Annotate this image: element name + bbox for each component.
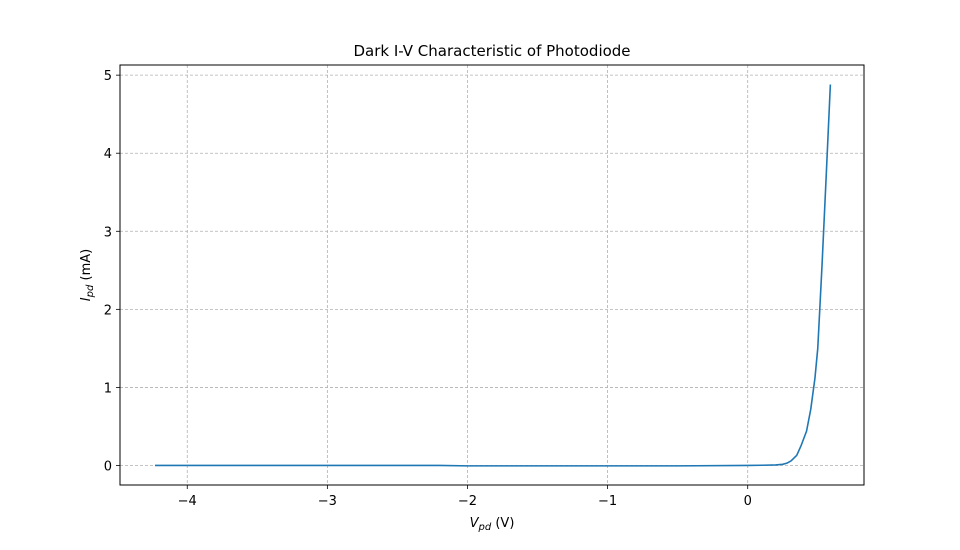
y-tick-label: 5 bbox=[104, 69, 112, 84]
y-axis-title-unit: (mA) bbox=[79, 249, 94, 285]
x-tick-label: −1 bbox=[598, 494, 617, 509]
x-tick-label: 0 bbox=[744, 494, 752, 509]
plot-frame bbox=[119, 64, 865, 486]
y-axis-title-subscript: pd bbox=[85, 284, 96, 298]
tick-layer: −4 −3 −2 −1 0 0 1 2 3 4 5 bbox=[104, 69, 752, 509]
y-tick-label: 2 bbox=[104, 303, 112, 318]
y-tick-label: 1 bbox=[104, 381, 112, 396]
y-axis-title-symbol: I bbox=[79, 297, 94, 301]
x-axis-title-symbol: V bbox=[470, 516, 480, 531]
x-axis-title: Vpd (V) bbox=[470, 516, 515, 533]
x-tick-label: −4 bbox=[178, 494, 197, 509]
y-tick-label: 0 bbox=[104, 459, 112, 474]
grid-layer bbox=[120, 65, 864, 485]
series-line bbox=[155, 84, 832, 467]
chart-title: Dark I-V Characteristic of Photodiode bbox=[353, 42, 630, 60]
x-tick-label: −2 bbox=[458, 494, 477, 509]
series-layer bbox=[155, 84, 832, 467]
y-axis-title: Ipd (mA) bbox=[79, 249, 96, 301]
x-axis-title-unit: (V) bbox=[491, 516, 514, 531]
x-tick-label: −3 bbox=[318, 494, 337, 509]
x-axis-title-subscript: pd bbox=[478, 522, 492, 533]
y-tick-label: 4 bbox=[104, 147, 112, 162]
y-tick-label: 3 bbox=[104, 225, 112, 240]
